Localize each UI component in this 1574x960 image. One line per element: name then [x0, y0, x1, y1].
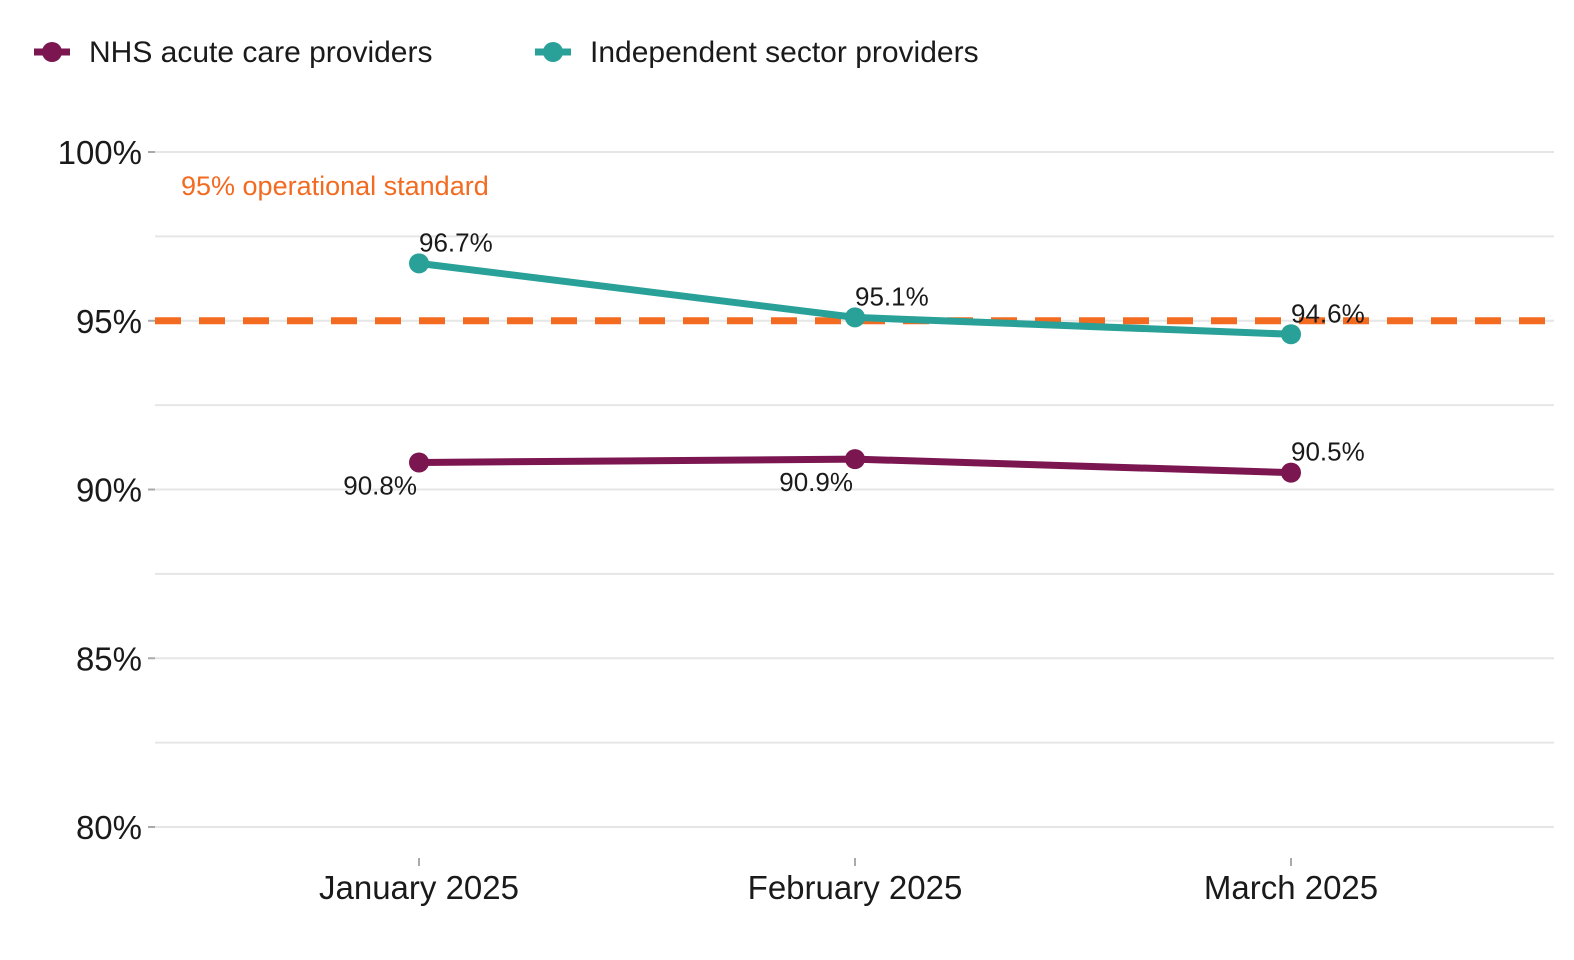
legend-label: NHS acute care providers — [89, 36, 432, 69]
y-tick-label: 80% — [76, 809, 142, 846]
reference-line-group: 95% operational standard — [155, 171, 1554, 325]
data-label: 95.1% — [855, 281, 929, 311]
data-label: 94.6% — [1291, 298, 1365, 328]
data-point — [845, 307, 865, 328]
data-label: 90.5% — [1291, 437, 1365, 467]
y-tick-label: 90% — [76, 472, 142, 509]
legend-label: Independent sector providers — [590, 36, 979, 69]
data-point — [409, 452, 429, 473]
y-tick-label: 100% — [58, 134, 142, 171]
data-label: 96.7% — [419, 227, 493, 257]
legend: NHS acute care providers Independent sect… — [34, 36, 979, 69]
legend-swatch-marker — [42, 42, 62, 62]
reference-line-label: 95% operational standard — [181, 171, 489, 201]
y-tick-label: 85% — [76, 640, 142, 677]
y-axis: 80% 85% 90% 95% 100% — [58, 134, 155, 846]
data-label: 90.9% — [779, 467, 853, 497]
data-point — [409, 253, 429, 274]
legend-swatch-marker — [543, 42, 563, 62]
x-axis: January 2025 February 2025 March 2025 — [319, 858, 1378, 906]
data-label: 90.8% — [343, 471, 417, 501]
x-tick-label: March 2025 — [1204, 869, 1378, 906]
data-labels: 90.8% 90.9% 90.5% 96.7% 95.1% 94.6% — [343, 227, 1364, 500]
data-point — [1281, 462, 1301, 483]
x-tick-label: February 2025 — [748, 869, 963, 906]
y-tick-label: 95% — [76, 303, 142, 340]
x-tick-label: January 2025 — [319, 869, 519, 906]
series-group — [409, 253, 1301, 483]
data-point — [1281, 324, 1301, 345]
data-point — [845, 449, 865, 470]
